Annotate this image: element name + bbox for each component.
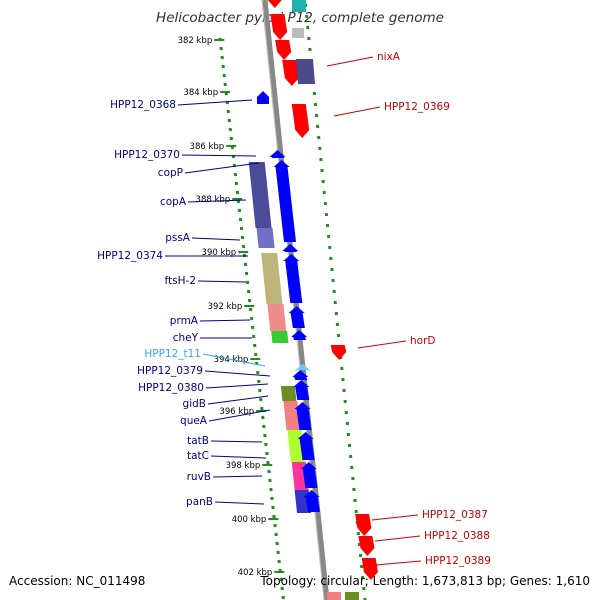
gidB-arrow	[293, 380, 310, 400]
leader-line	[374, 535, 421, 542]
kbp-label: 388 kbp	[196, 195, 231, 205]
kbp-label: 398 kbp	[226, 461, 261, 471]
leader-line	[326, 56, 374, 67]
ftsH-band	[261, 253, 283, 304]
panB-arrow	[303, 490, 320, 512]
queA-arrow	[294, 402, 312, 430]
copA-band-light	[256, 228, 275, 248]
top-grey-block	[292, 28, 304, 38]
kbp-label: 400 kbp	[232, 515, 267, 525]
HPP12_0387-arrow	[355, 514, 372, 536]
prmA-arrow	[288, 306, 305, 328]
kbp-label: 384 kbp	[183, 88, 218, 98]
leader-line	[371, 514, 419, 521]
gene-label-left: HPP12_0380	[138, 382, 204, 394]
gene-label-left: HPP12_0379	[137, 365, 203, 377]
gene-label-left: HPP12_t11	[144, 348, 201, 360]
leader-line	[204, 370, 271, 377]
copA-arrow	[273, 160, 297, 242]
nixA-band	[296, 59, 315, 84]
gene-label-right: nixA	[377, 51, 401, 63]
prmA-band	[267, 304, 287, 331]
leader-line	[210, 440, 263, 443]
top-red-arrow-1	[267, 0, 282, 8]
gene-label-right: HPP12_0389	[425, 555, 491, 567]
bottom-olive-block	[345, 592, 359, 600]
gene-label-right: HPP12_0387	[422, 509, 488, 521]
leader-line	[184, 162, 260, 174]
leader-line	[375, 560, 422, 566]
cheY-arrow	[291, 330, 308, 340]
pssA-arrow	[282, 244, 299, 252]
gene-label-right: HPP12_0388	[424, 530, 490, 542]
tatB-arrow	[297, 432, 315, 460]
leader-line	[181, 154, 257, 157]
top-red-arrow-2	[270, 14, 288, 40]
leader-line	[197, 280, 247, 283]
ruvB-arrow	[300, 462, 318, 488]
gene-label-left: panB	[186, 496, 213, 508]
leader-line	[207, 395, 269, 405]
copP-arrow	[269, 150, 286, 158]
map-title: Helicobacter pylori P12, complete genome	[156, 10, 444, 26]
gene-label-left: copA	[160, 196, 187, 208]
gene-label-left: tatB	[187, 435, 209, 447]
t11-arrow	[294, 364, 311, 371]
gene-label-left: pssA	[165, 232, 191, 244]
leader-line	[208, 409, 271, 422]
leader-line	[177, 99, 253, 106]
HPP12_0369-arrow	[291, 104, 310, 138]
HPP12_0388-arrow	[358, 536, 375, 556]
gene-label-left: queA	[180, 415, 208, 427]
nixA-arrow	[282, 60, 299, 86]
gene-label-left: tatC	[187, 450, 209, 462]
kbp-label: 394 kbp	[214, 355, 249, 365]
gene-label-left: HPP12_0368	[110, 99, 176, 111]
leader-line	[333, 106, 381, 117]
kbp-label: 386 kbp	[190, 142, 225, 152]
cheY-band	[271, 331, 289, 343]
top-teal-block	[292, 0, 306, 12]
kbp-label: 382 kbp	[178, 36, 213, 46]
leader-line	[199, 319, 251, 322]
bottom-pink-block	[327, 592, 341, 600]
horD-arrow	[330, 345, 347, 360]
leader-line	[205, 383, 269, 389]
kbp-label: 390 kbp	[202, 248, 237, 258]
leader-line	[357, 340, 407, 349]
HPP12_0368-arrow	[257, 91, 269, 104]
copA-band	[248, 162, 272, 228]
topology-text: Topology: circular; Length: 1,673,813 bp…	[260, 574, 590, 588]
gene-label-left: ftsH-2	[165, 275, 196, 287]
gene-label-left: ruvB	[187, 471, 211, 483]
gidB-band	[280, 386, 297, 401]
gene-label-left: cheY	[173, 332, 199, 344]
gene-label-left: HPP12_0374	[97, 250, 163, 262]
kbp-label: 392 kbp	[208, 302, 243, 312]
HPP12_0389-arrow	[361, 558, 378, 580]
kbp-label: 402 kbp	[238, 568, 273, 578]
kbp-label: 396 kbp	[219, 407, 254, 417]
leader-line	[202, 353, 266, 367]
gene-label-left: copP	[158, 167, 183, 179]
gene-label-left: HPP12_0370	[114, 149, 180, 161]
accession-text: Accession: NC_011498	[9, 574, 146, 588]
leader-line	[191, 237, 241, 241]
leader-line	[212, 475, 263, 478]
leader-line	[187, 199, 247, 203]
leader-line	[210, 455, 267, 459]
gene-label-left: prmA	[170, 315, 199, 327]
leader-line	[214, 501, 265, 505]
gene-label-right: horD	[410, 335, 435, 347]
ftsH-arrow	[283, 254, 303, 303]
gene-label-left: gidB	[183, 398, 206, 410]
top-red-arrow-3	[275, 40, 292, 60]
gene-label-right: HPP12_0369	[384, 101, 450, 113]
HPP12_0379-arrow	[292, 370, 309, 380]
